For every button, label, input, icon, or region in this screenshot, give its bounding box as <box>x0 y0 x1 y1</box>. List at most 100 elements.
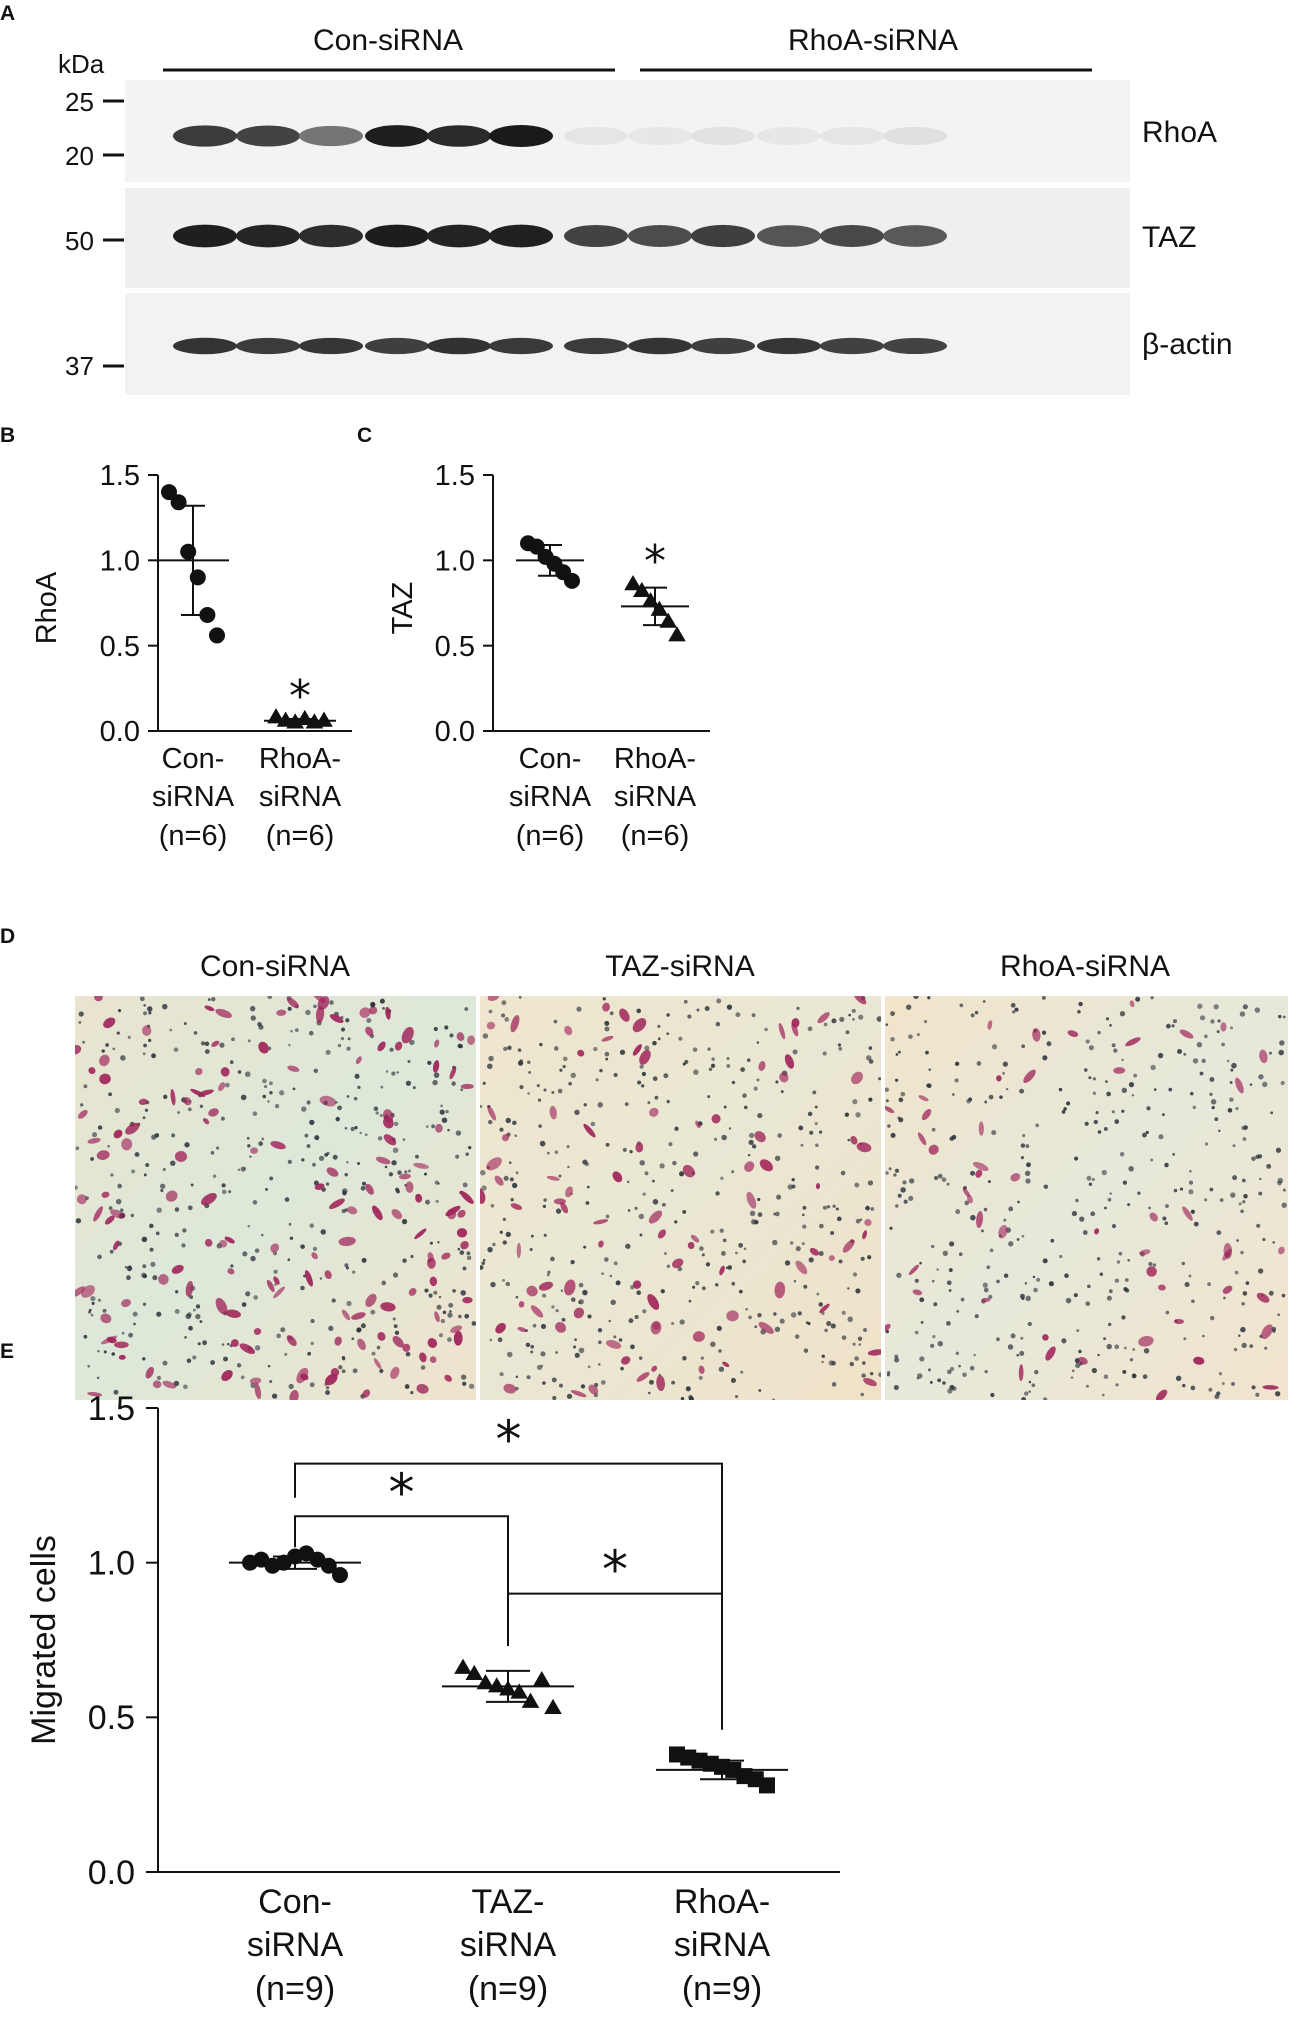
blot-band <box>236 125 300 147</box>
significance-star: * <box>289 671 311 722</box>
membrane-pore <box>838 1259 843 1264</box>
membrane-pore <box>183 1384 188 1390</box>
membrane-pore <box>1145 1130 1149 1135</box>
membrane-pore <box>903 1199 908 1204</box>
membrane-pore <box>224 1082 230 1088</box>
membrane-pore <box>926 1083 932 1089</box>
membrane-pore <box>723 1105 727 1109</box>
membrane-pore <box>1010 1002 1016 1008</box>
migrated-cell <box>518 1301 525 1308</box>
membrane-pore <box>1042 1258 1048 1264</box>
membrane-pore <box>147 1006 153 1012</box>
x-label-line: siRNA <box>259 781 342 813</box>
x-category-labels: Con- siRNA (n=6) RhoA- siRNA (n=6) <box>152 743 342 852</box>
membrane-pore <box>237 1168 241 1172</box>
membrane-pore <box>598 1340 602 1345</box>
membrane-pore <box>838 1046 843 1051</box>
membrane-pore <box>1240 1326 1246 1333</box>
membrane-pore <box>867 1255 872 1260</box>
membrane-pore <box>156 1207 162 1213</box>
membrane-pore <box>192 1308 196 1312</box>
membrane-pore <box>174 1232 179 1238</box>
membrane-pore <box>262 1094 267 1099</box>
membrane-pore <box>338 1365 343 1370</box>
membrane-pore <box>510 1198 514 1202</box>
membrane-pore <box>187 1205 193 1211</box>
membrane-pore <box>148 1011 152 1015</box>
membrane-pore <box>1021 1234 1025 1238</box>
membrane-pore <box>713 1137 718 1141</box>
migrated-cell <box>1173 1318 1185 1325</box>
membrane-pore <box>1058 1087 1063 1092</box>
membrane-pore <box>114 1107 120 1114</box>
membrane-pore <box>1249 1083 1253 1086</box>
micrograph-title-rhoa: RhoA-siRNA <box>1000 950 1170 983</box>
membrane-pore <box>894 1354 899 1359</box>
membrane-pore <box>573 1345 577 1349</box>
membrane-pore <box>127 1035 131 1040</box>
membrane-pore <box>1192 1105 1196 1110</box>
migrated-cell <box>828 1255 835 1261</box>
membrane-pore <box>818 1130 823 1134</box>
membrane-pore <box>487 1246 493 1253</box>
significance-star: * <box>644 536 666 587</box>
membrane-pore <box>357 1162 361 1166</box>
membrane-pore <box>550 1256 555 1262</box>
membrane-pore <box>644 1171 649 1176</box>
membrane-pore <box>929 1381 933 1384</box>
membrane-pore <box>1106 1343 1112 1350</box>
membrane-pore <box>1216 1030 1220 1034</box>
migrated-cell <box>158 1274 169 1285</box>
membrane-pore <box>1127 1203 1131 1207</box>
membrane-pore <box>798 1125 804 1131</box>
membrane-pore <box>605 1214 610 1219</box>
membrane-pore <box>304 1133 309 1138</box>
membrane-pore <box>279 1090 285 1096</box>
y-axis-label: RhoA <box>31 571 63 644</box>
membrane-pore <box>115 1198 122 1205</box>
membrane-pore <box>143 1173 147 1177</box>
membrane-pore <box>671 1380 676 1385</box>
membrane-pore <box>930 1343 935 1349</box>
migrated-cell <box>401 1026 414 1044</box>
migrated-cell <box>754 1131 766 1143</box>
membrane-pore <box>610 1299 616 1306</box>
migrated-cell <box>273 1286 285 1299</box>
blot-band <box>236 337 300 355</box>
x-label-line: (n=9) <box>255 1970 335 2008</box>
data-point <box>454 1658 472 1674</box>
data-points <box>516 535 689 642</box>
blot-band <box>628 337 692 355</box>
membrane-pore <box>666 1099 670 1104</box>
migrated-cell <box>656 1375 666 1392</box>
membrane-pore <box>1256 1223 1261 1228</box>
membrane-pore <box>1264 1346 1268 1350</box>
membrane-pore <box>989 1248 994 1253</box>
membrane-pore <box>666 1032 670 1036</box>
membrane-pore <box>587 1314 592 1319</box>
membrane-pore <box>559 1068 563 1072</box>
membrane-pore <box>642 1192 646 1196</box>
membrane-pore <box>314 1135 320 1141</box>
membrane-pore <box>1148 1206 1151 1210</box>
membrane-pore <box>1171 1024 1175 1028</box>
membrane-pore <box>731 1170 735 1174</box>
migrated-cell <box>113 1240 120 1251</box>
data-point <box>209 627 225 644</box>
membrane-pore <box>1008 1241 1014 1247</box>
blot-band <box>173 224 237 248</box>
membrane-pore <box>1210 1099 1217 1105</box>
migrated-cell <box>355 1056 362 1065</box>
migrated-cell <box>394 1041 403 1051</box>
membrane-pore <box>1128 1081 1135 1088</box>
significance-brackets <box>294 1462 723 1730</box>
migrated-cell <box>711 1114 721 1124</box>
membrane-pore <box>1150 1064 1156 1071</box>
membrane-pore <box>812 1090 817 1095</box>
membrane-pore <box>1109 1024 1112 1027</box>
membrane-pore <box>219 1042 225 1048</box>
membrane-pore <box>1096 1257 1101 1261</box>
data-point <box>315 711 333 727</box>
membrane-pore <box>831 1360 836 1366</box>
membrane-pore <box>1175 1375 1182 1382</box>
